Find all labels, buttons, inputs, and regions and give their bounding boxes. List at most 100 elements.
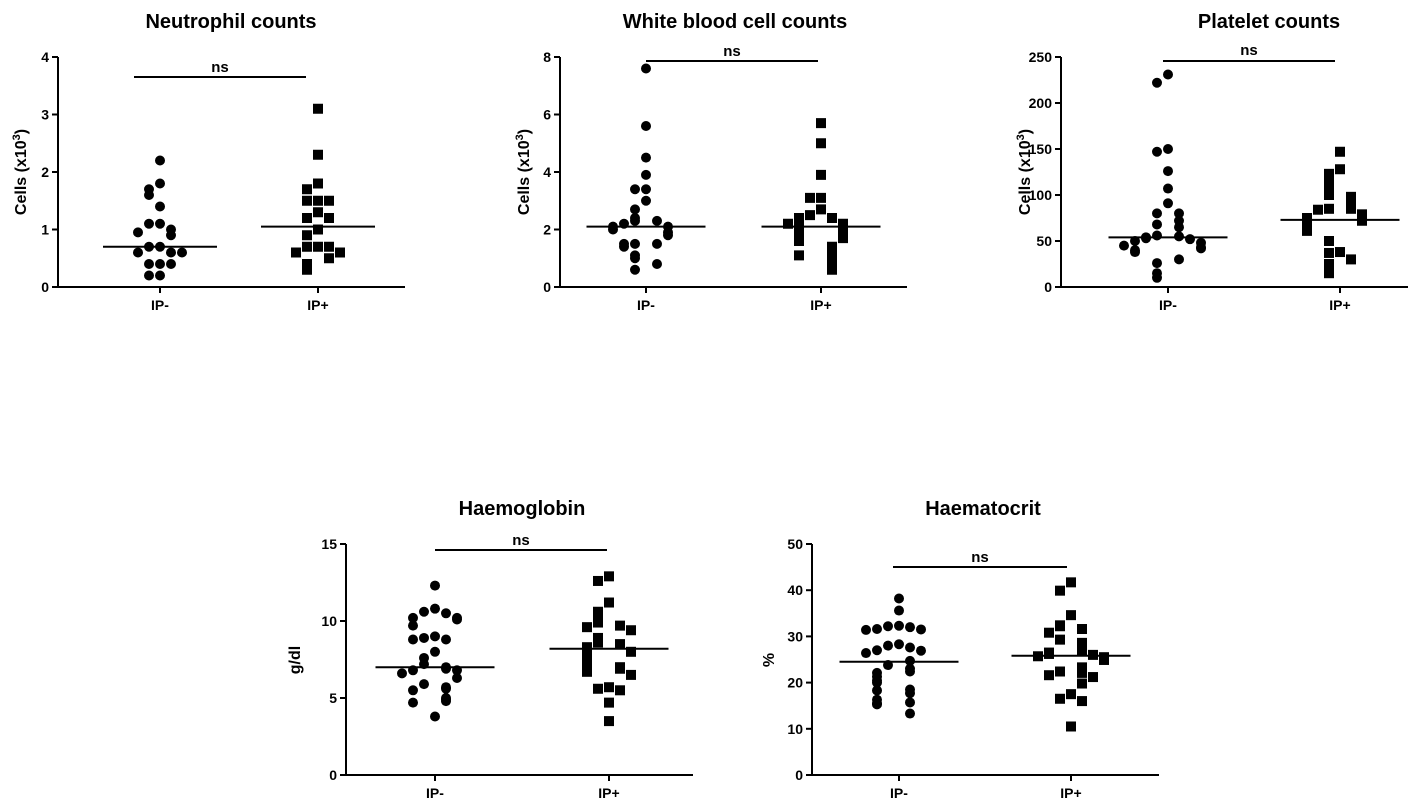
data-point — [1324, 247, 1334, 258]
data-point — [313, 224, 323, 235]
data-point — [805, 192, 815, 203]
data-point — [430, 603, 440, 614]
data-point — [838, 233, 848, 244]
data-point — [1044, 648, 1054, 659]
data-point — [1077, 678, 1087, 689]
data-point — [1066, 721, 1076, 732]
data-point — [324, 241, 334, 252]
y-axis-label-text: Cells (x10 — [1017, 140, 1034, 215]
x-tick-label: IP+ — [307, 297, 328, 313]
data-point — [615, 639, 625, 650]
data-point — [430, 580, 440, 591]
chart-title: White blood cell counts — [623, 11, 847, 33]
y-tick-label: 50 — [787, 536, 803, 552]
significance-label: ns — [211, 59, 229, 76]
data-point — [335, 247, 345, 258]
data-point — [604, 697, 614, 708]
data-point — [302, 230, 312, 241]
y-tick-label: 0 — [543, 279, 551, 295]
data-point — [827, 259, 837, 269]
x-tick-label: IP- — [426, 785, 444, 799]
data-point — [894, 593, 904, 604]
data-point — [883, 621, 893, 632]
data-point — [630, 204, 640, 215]
data-point — [408, 685, 418, 696]
data-point — [1346, 191, 1356, 202]
data-point — [827, 213, 837, 223]
data-point — [1152, 230, 1162, 241]
y-axis-label-text: g/dl — [287, 646, 304, 674]
data-point — [641, 152, 651, 163]
data-point — [1346, 254, 1356, 265]
data-point — [894, 639, 904, 650]
y-tick-label: 10 — [321, 613, 337, 629]
data-point — [626, 646, 636, 657]
y-tick-label: 8 — [543, 49, 551, 65]
data-point — [905, 688, 915, 699]
x-tick-label: IP+ — [598, 785, 619, 799]
data-point — [1088, 672, 1098, 683]
data-point — [155, 259, 165, 269]
data-point — [794, 230, 804, 241]
data-point — [816, 138, 826, 149]
data-point — [1174, 222, 1184, 233]
data-point — [313, 103, 323, 114]
y-tick-label: 2 — [41, 164, 49, 180]
data-point — [419, 679, 429, 690]
data-point — [1346, 203, 1356, 214]
data-point — [144, 218, 154, 229]
y-tick-label: 0 — [329, 767, 337, 783]
data-point — [1152, 77, 1162, 88]
data-point — [441, 683, 451, 694]
data-point — [1324, 236, 1334, 246]
data-point — [630, 184, 640, 195]
data-point — [794, 236, 804, 246]
y-tick-label: 2 — [543, 222, 551, 238]
data-point — [1302, 225, 1312, 236]
data-point — [1152, 208, 1162, 219]
x-tick-label: IP+ — [1329, 297, 1350, 313]
y-axis-label: Cells (x103) — [11, 129, 30, 215]
data-point — [177, 247, 187, 258]
x-tick-label: IP+ — [810, 297, 831, 313]
data-point — [313, 195, 323, 206]
data-point — [1066, 610, 1076, 621]
data-point — [872, 624, 882, 635]
data-point — [794, 215, 804, 226]
data-point — [1174, 208, 1184, 219]
significance-label: ns — [1240, 42, 1258, 59]
data-point — [408, 697, 418, 708]
data-point — [1066, 577, 1076, 588]
data-point — [1130, 236, 1140, 246]
data-point — [794, 250, 804, 261]
chart-panel: Haemoglobin 0 5 10 15 IP- IP+ g/dl ns — [287, 498, 693, 799]
data-point — [916, 624, 926, 635]
data-point — [302, 241, 312, 252]
data-point — [1077, 624, 1087, 635]
data-point — [1130, 247, 1140, 258]
data-point — [905, 642, 915, 653]
y-axis-label-text: Cells (x10 — [516, 140, 533, 215]
data-point — [166, 247, 176, 258]
data-point — [582, 656, 592, 667]
data-point — [883, 640, 893, 651]
data-point — [861, 648, 871, 659]
data-point — [1335, 164, 1345, 175]
data-point — [408, 620, 418, 631]
chart-title: Platelet counts — [1198, 11, 1340, 33]
data-point — [783, 218, 793, 229]
data-point — [872, 677, 882, 688]
data-point — [652, 238, 662, 249]
data-point — [1324, 259, 1334, 269]
data-point — [905, 697, 915, 708]
data-point — [302, 259, 312, 269]
data-point — [155, 178, 165, 189]
data-point — [894, 620, 904, 631]
data-point — [1044, 670, 1054, 681]
data-point — [1163, 166, 1173, 177]
data-point — [1152, 219, 1162, 230]
data-point — [641, 184, 651, 195]
data-point — [1324, 203, 1334, 214]
data-point — [133, 227, 143, 238]
